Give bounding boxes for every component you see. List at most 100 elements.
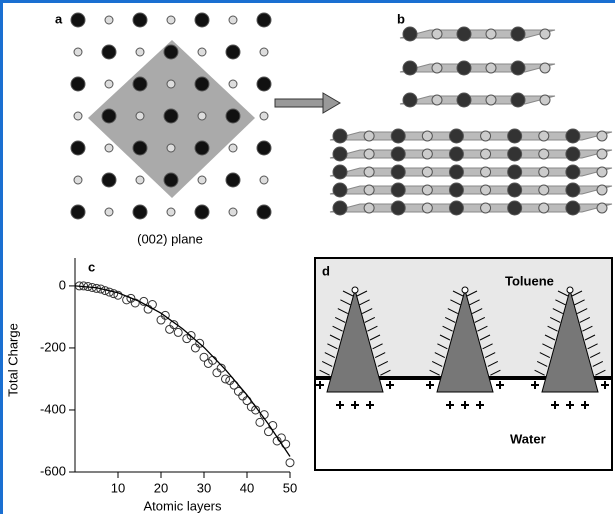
atom (364, 203, 374, 213)
atom (540, 29, 550, 39)
atom (164, 109, 178, 123)
atom (226, 173, 240, 187)
atom (432, 29, 442, 39)
atom (481, 203, 491, 213)
atom (105, 80, 113, 88)
x-tick-label: 10 (111, 480, 125, 495)
tip (352, 287, 358, 293)
atom (481, 167, 491, 177)
atom (539, 185, 549, 195)
atom (449, 183, 463, 197)
atom (195, 205, 209, 219)
atom (333, 147, 347, 161)
panel-a (71, 13, 271, 219)
atom (539, 131, 549, 141)
layer (400, 96, 555, 104)
atom (597, 185, 607, 195)
tip (567, 287, 573, 293)
atom (539, 149, 549, 159)
atom (432, 95, 442, 105)
y-tick-label: -200 (40, 339, 66, 354)
point (191, 344, 199, 352)
panel-label: b (397, 11, 405, 26)
atom (229, 16, 237, 24)
panel-label: d (322, 263, 330, 278)
layer (400, 64, 555, 72)
atom (511, 93, 525, 107)
point (213, 369, 221, 377)
atom (167, 208, 175, 216)
atom (508, 183, 522, 197)
arrow (275, 93, 340, 113)
atom (481, 149, 491, 159)
atom (486, 63, 496, 73)
atom (597, 203, 607, 213)
atom (457, 61, 471, 75)
frame-top (0, 0, 615, 3)
atom (457, 93, 471, 107)
atom (422, 167, 432, 177)
x-tick-label: 20 (154, 480, 168, 495)
atom (71, 77, 85, 91)
atom (566, 201, 580, 215)
atom (333, 201, 347, 215)
atom (449, 165, 463, 179)
atom (260, 112, 268, 120)
atom (195, 13, 209, 27)
atom (333, 183, 347, 197)
caption: (002) plane (137, 231, 203, 246)
atom (133, 13, 147, 27)
atom (102, 109, 116, 123)
atom (105, 16, 113, 24)
x-axis-label: Atomic layers (143, 498, 222, 513)
panel-label: c (88, 259, 95, 274)
atom (226, 109, 240, 123)
atom (364, 131, 374, 141)
atom (481, 185, 491, 195)
y-tick-label: -400 (40, 401, 66, 416)
atom (597, 131, 607, 141)
atom (74, 112, 82, 120)
x-tick-label: 40 (240, 480, 254, 495)
atom (432, 63, 442, 73)
point (286, 459, 294, 467)
y-tick-label: 0 (59, 277, 66, 292)
atom (257, 77, 271, 91)
point (256, 418, 264, 426)
atom (391, 183, 405, 197)
atom (540, 63, 550, 73)
panel-d (315, 258, 612, 470)
atom (74, 48, 82, 56)
panel-c: 0-200-400-6001020304050Atomic layersTota… (5, 258, 297, 513)
atom (136, 112, 144, 120)
atom (364, 185, 374, 195)
fit-line (75, 286, 290, 457)
atom (167, 144, 175, 152)
atom (597, 167, 607, 177)
atom (333, 165, 347, 179)
atom (105, 208, 113, 216)
atom (391, 165, 405, 179)
atom (333, 129, 347, 143)
atom (422, 149, 432, 159)
panel-label: a (55, 11, 63, 26)
atom (133, 77, 147, 91)
phase-label: Toluene (505, 273, 554, 288)
layer (400, 30, 555, 38)
atom (540, 95, 550, 105)
atom (136, 48, 144, 56)
atom (403, 61, 417, 75)
x-tick-label: 30 (197, 480, 211, 495)
atom (364, 149, 374, 159)
y-axis-label: Total Charge (5, 323, 20, 397)
atom (511, 27, 525, 41)
atom (71, 141, 85, 155)
y-tick-label: -600 (40, 463, 66, 478)
figure: a (002) plane b 0-200-400-6001020304050A… (0, 0, 615, 514)
atom (457, 27, 471, 41)
atom (136, 176, 144, 184)
atom (167, 16, 175, 24)
atom (422, 131, 432, 141)
atom (229, 80, 237, 88)
atom (260, 48, 268, 56)
